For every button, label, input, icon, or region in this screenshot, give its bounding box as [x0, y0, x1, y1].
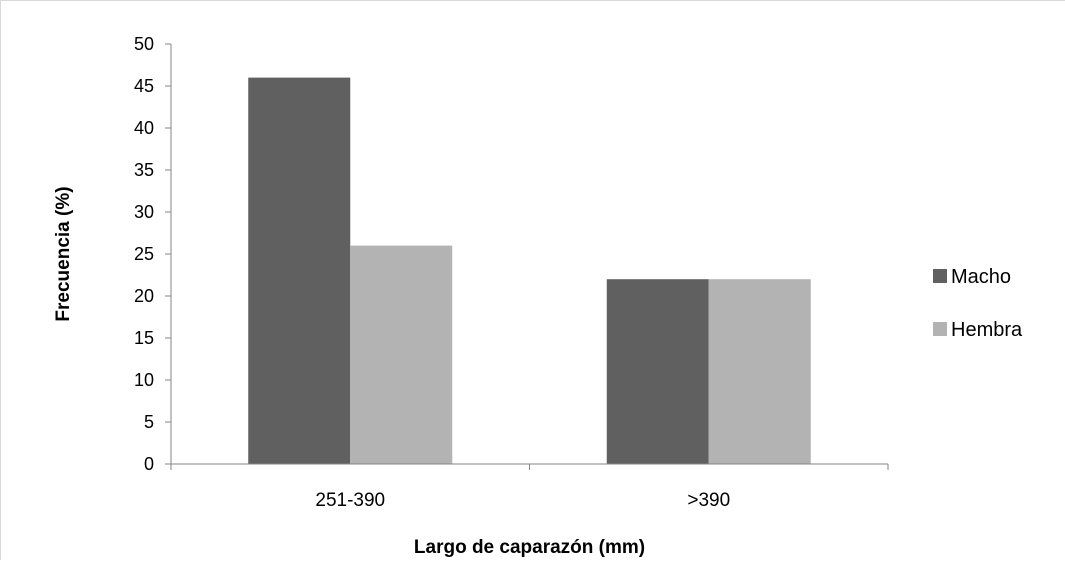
y-axis-title: Frecuencia (%) [53, 186, 74, 321]
x-categories-group: 251-390 >390 [170, 464, 889, 511]
legend: Macho Hembra [933, 266, 1023, 341]
y-tick-label: 40 [134, 118, 154, 138]
bar-macho-1 [248, 77, 351, 464]
legend-swatch-macho [933, 269, 947, 283]
y-tick-label: 35 [134, 160, 154, 180]
y-ticks-group: 0 5 10 15 20 25 30 35 40 45 50 [134, 34, 171, 474]
y-tick-label: 20 [134, 286, 154, 306]
x-category-label: >390 [687, 490, 730, 511]
bar-macho-2 [606, 279, 709, 464]
legend-swatch-hembra [933, 322, 947, 336]
y-tick-label: 5 [144, 412, 154, 432]
y-tick-label: 15 [134, 328, 154, 348]
y-tick-label: 30 [134, 202, 154, 222]
y-tick-label: 45 [134, 76, 154, 96]
x-category-label: 251-390 [315, 490, 385, 511]
y-tick-label: 10 [134, 370, 154, 390]
y-tick-label: 25 [134, 244, 154, 264]
legend-label-macho: Macho [951, 266, 1011, 288]
bar-hembra-1 [350, 245, 453, 464]
y-tick-label: 0 [144, 454, 154, 474]
bar-hembra-2 [708, 279, 811, 464]
x-axis-title: Largo de caparazón (mm) [414, 537, 645, 558]
y-tick-label: 50 [134, 34, 154, 54]
legend-label-hembra: Hembra [951, 319, 1023, 341]
bars-group [248, 77, 811, 464]
